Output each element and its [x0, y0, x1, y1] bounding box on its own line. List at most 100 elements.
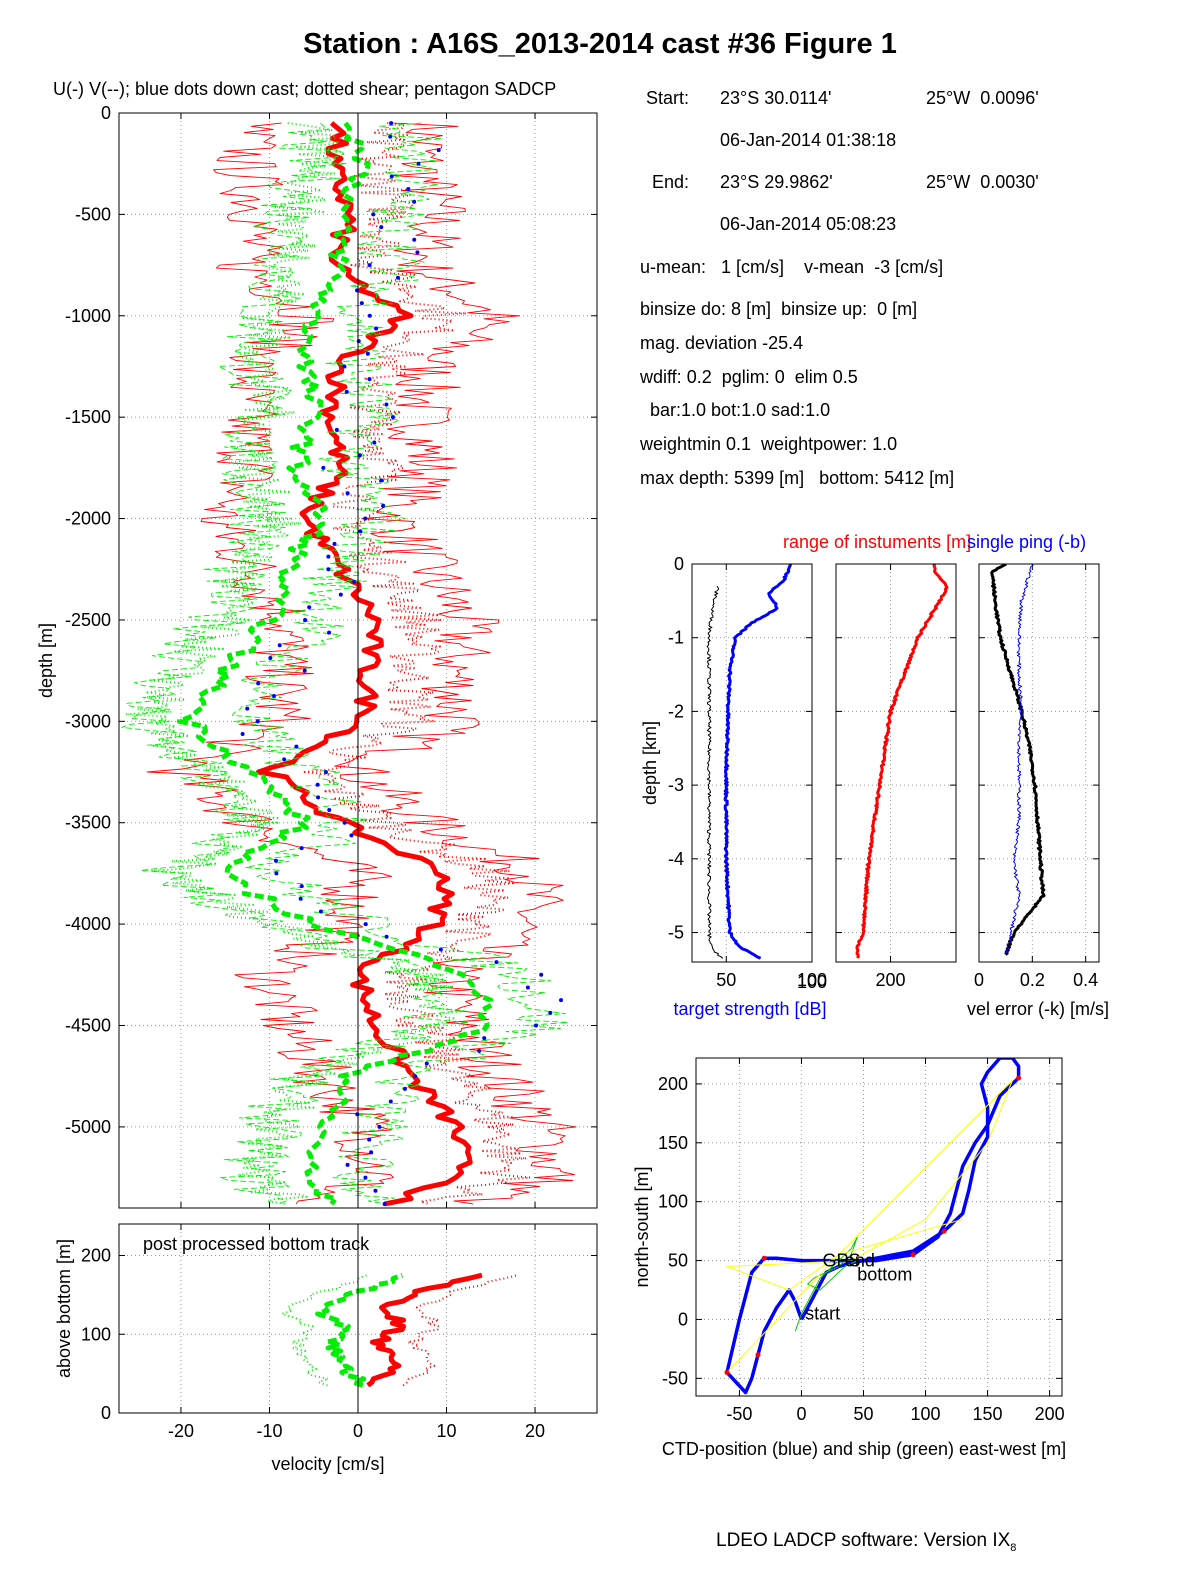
- start-label: Start:: [646, 88, 690, 108]
- profile-downcast-dot: [367, 313, 372, 318]
- figure-title: Station : A16S_2013-2014 cast #36 Figure…: [303, 28, 897, 60]
- target_strength-xtick-label: 100: [797, 970, 827, 990]
- profile-downcast-dot: [381, 503, 386, 508]
- profile-downcast-dot: [416, 161, 421, 166]
- profile-downcast-dot: [548, 1010, 553, 1015]
- profile-downcast-dot: [367, 1137, 372, 1142]
- track-plot: -50 0 50 100 150 200 -50 0 50 100 150 200 CTD-positi…: [632, 1057, 1066, 1459]
- start-time: 06-Jan-2014 01:38:18: [720, 130, 897, 150]
- track-marker: [910, 1252, 916, 1258]
- vel-error-title: single ping (-b): [967, 532, 1086, 552]
- track-annotation-end: end: [845, 1250, 875, 1270]
- profile-downcast-dot: [559, 998, 564, 1003]
- track-marker: [941, 1228, 947, 1234]
- target_strength-ytick-label: -3: [668, 775, 684, 795]
- wdiff-text: wdiff: 0.2 pglim: 0 elim 0.5: [640, 367, 858, 387]
- bottom-track-V-shear: [281, 1274, 368, 1387]
- end-label: End:: [652, 172, 690, 192]
- profile-ytick-label: -1000: [65, 306, 111, 326]
- profile-downcast-dot: [344, 389, 349, 394]
- target_strength-ytick-label: -2: [668, 701, 684, 721]
- vel-error-plot: 0 0.2 0.4 single ping (-b) vel error (-k) [m…: [967, 532, 1109, 1019]
- track-ytick-label: 0: [678, 1309, 688, 1329]
- profile-ytick-label: -2500: [65, 610, 111, 630]
- target_strength-ytick-label: 0: [674, 554, 684, 574]
- profile-downcast-dot: [316, 795, 321, 800]
- track-ship-line: [794, 1236, 858, 1332]
- target-strength-ylabel: depth [km]: [640, 721, 660, 805]
- profile-downcast-dot: [367, 377, 372, 382]
- profile-downcast-dot: [482, 1036, 487, 1041]
- vel-error-xlabel: vel error (-k) [m/s]: [967, 999, 1109, 1019]
- profile-downcast-dot: [349, 833, 354, 838]
- profile-downcast-dot: [307, 605, 312, 610]
- target_strength-ytick-label: -5: [668, 923, 684, 943]
- track-xtick-label: 200: [1035, 1404, 1065, 1424]
- profile-downcast-dot: [299, 884, 304, 889]
- target_strength-ts-mean-line: [723, 564, 792, 960]
- profile-downcast-dot: [298, 896, 303, 901]
- bottom_track-xtick-label: -10: [256, 1421, 282, 1441]
- profile-downcast-dot: [327, 808, 332, 813]
- vel_error-xtick-label: 0: [974, 970, 984, 990]
- track-xtick-label: 50: [853, 1404, 873, 1424]
- range-xtick-label: 100: [797, 972, 827, 992]
- target-strength-plot: 50 100 0 -1 -2 -3 -4 -5 target strength [dB] dept…: [640, 554, 827, 1019]
- software-version-sub: 8: [1010, 1541, 1017, 1554]
- profile-downcast-dot: [323, 770, 328, 775]
- profile-downcast-dot: [412, 199, 417, 204]
- bottom_track-data-area: [281, 1272, 518, 1388]
- profile-downcast-dot: [359, 301, 364, 306]
- profile-downcast-dot: [534, 1023, 539, 1028]
- profile-downcast-dot: [345, 1162, 350, 1167]
- profile-downcast-dot: [371, 212, 376, 217]
- profile-downcast-dot: [302, 668, 307, 673]
- profile-downcast-dot: [357, 453, 362, 458]
- target_strength-ytick-label: -1: [668, 628, 684, 648]
- profile-ytick-label: -4500: [65, 1016, 111, 1036]
- profile-downcast-dot: [338, 592, 343, 597]
- profile-downcast-dot: [388, 1099, 393, 1104]
- profile-downcast-dot: [332, 541, 337, 546]
- target_strength-ytick-label: -4: [668, 849, 684, 869]
- profile-ylabel: depth [m]: [36, 623, 56, 698]
- profile-ytick-label: -500: [75, 204, 111, 224]
- profile-downcast-dot: [315, 782, 320, 787]
- bottom-track-title: post processed bottom track: [143, 1234, 370, 1254]
- profile-plot: 0 -500 -1000 -1500 -2000 -2500 -3000 -3500 -4000…: [36, 79, 598, 1209]
- profile-V-line: [176, 121, 494, 1206]
- profile-downcast-dot: [345, 491, 350, 496]
- profile-downcast-dot: [326, 554, 331, 559]
- mag-deviation-text: mag. deviation -25.4: [640, 333, 804, 353]
- profile-downcast-dot: [294, 744, 299, 749]
- track-xtick-label: 100: [911, 1404, 941, 1424]
- profile-downcast-dot: [321, 465, 326, 470]
- profile-downcast-dot: [282, 757, 287, 762]
- profile-downcast-dot: [406, 187, 411, 192]
- profile-V-cast-line: [121, 122, 470, 1205]
- profile-downcast-dot: [390, 415, 395, 420]
- track-annotation-bottom: bottom: [857, 1265, 912, 1285]
- profile-title: U(-) V(--); blue dots down cast; dotted …: [53, 79, 556, 99]
- profile-V-cast-line: [231, 122, 569, 1205]
- profile-U-cast-line: [334, 122, 577, 1205]
- target_strength-frame: [691, 563, 813, 963]
- profile-downcast-dot: [256, 681, 261, 686]
- profile-downcast-dot: [402, 1086, 407, 1091]
- range-plot: 200 range of instuments [m] 100: [783, 532, 971, 992]
- track-marker: [755, 1352, 761, 1358]
- vel_error-xtick-label: 0.2: [1020, 970, 1045, 990]
- track-ship-gps-line: [726, 1079, 1013, 1373]
- track-annotation-start: start: [805, 1303, 840, 1323]
- profile-downcast-dot: [245, 706, 250, 711]
- end-time: 06-Jan-2014 05:08:23: [720, 214, 897, 234]
- profile-ytick-label: -3500: [65, 813, 111, 833]
- profile-downcast-dot: [299, 846, 304, 851]
- profile-U-line: [256, 121, 473, 1207]
- track-marker: [1016, 1075, 1022, 1081]
- track-frame: [695, 1057, 1063, 1397]
- track-ytick-label: 100: [658, 1192, 688, 1212]
- profile-downcast-dot: [415, 250, 420, 255]
